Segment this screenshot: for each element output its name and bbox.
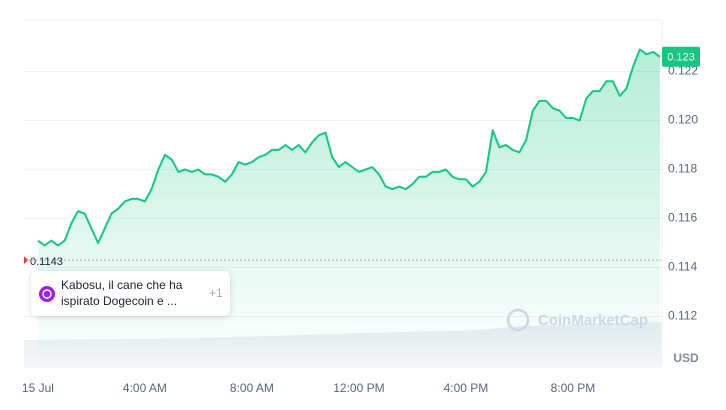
annotation-icon-inner (42, 289, 52, 299)
annotation-icon (39, 286, 55, 302)
y-tick-label: 0.118 (668, 162, 697, 176)
price-line (37, 48, 661, 247)
y-tick-label: 0.114 (668, 260, 697, 274)
reference-label: 0.1143 (30, 256, 63, 268)
watermark-logo (506, 308, 530, 332)
watermark-text: CoinMarketCap (538, 312, 648, 329)
y-tick-label: 0.116 (668, 211, 697, 225)
annotation-count: +1 (209, 286, 223, 300)
y-tick-label: 0.122 (668, 64, 698, 78)
x-tick-label: 4:00 AM (123, 381, 167, 395)
y-tick-label: 0.112 (668, 309, 697, 323)
annotation-line: ispirato Dogecoin e ... (61, 294, 177, 308)
x-tick-label: 8:00 AM (230, 381, 274, 395)
annotation-line: Kabosu, il cane che ha (61, 278, 183, 292)
watermark: CoinMarketCap (506, 308, 648, 332)
currency-label: USD (673, 351, 699, 365)
annotation-box[interactable] (31, 271, 230, 316)
reference-marker (24, 256, 28, 265)
y-tick-label: 0.120 (668, 113, 698, 127)
last-price-label: 0.123 (667, 52, 695, 64)
annotation-card[interactable]: Kabosu, il cane che ha ispirato Dogecoin… (31, 271, 230, 316)
last-price-tag (662, 46, 700, 67)
x-tick-label: 15 Jul (22, 381, 54, 395)
x-tick-label: 8:00 PM (551, 381, 596, 395)
x-tick-label: 4:00 PM (444, 381, 489, 395)
x-tick-label: 12:00 PM (333, 381, 384, 395)
